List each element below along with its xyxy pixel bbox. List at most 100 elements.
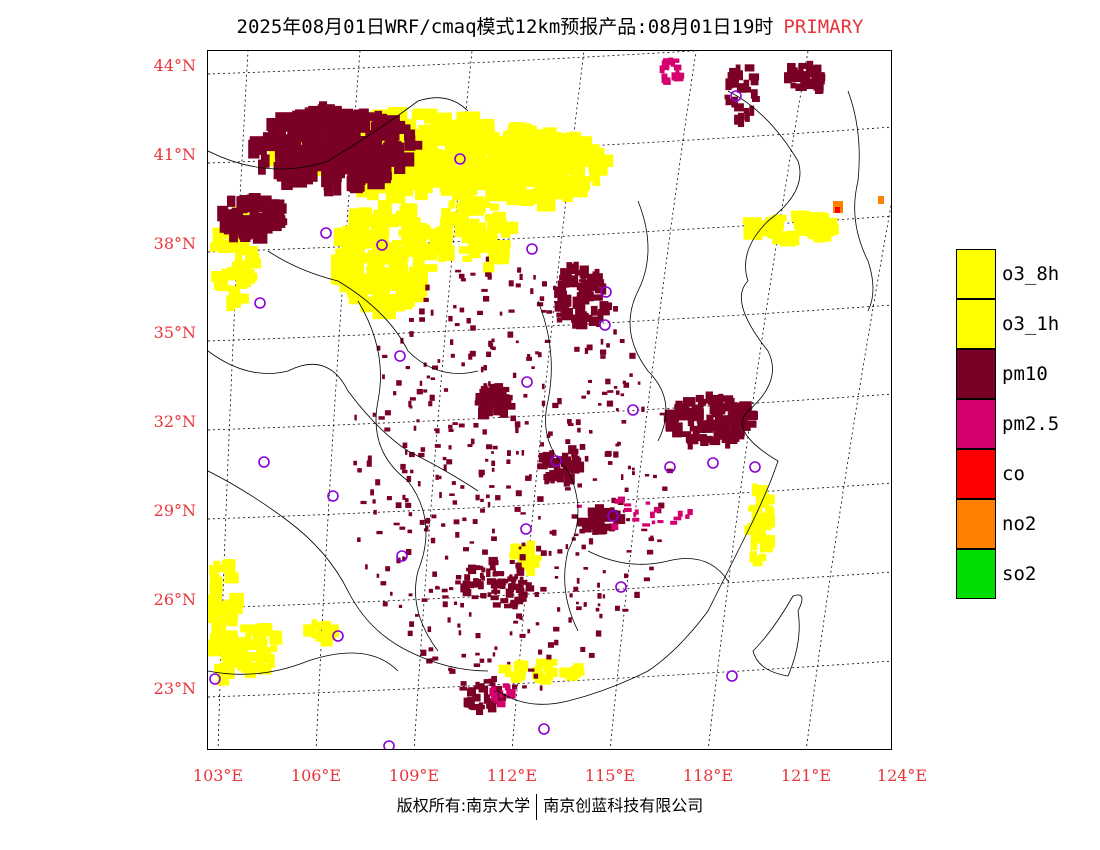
pm10-patch: [750, 75, 759, 86]
o3-patch: [510, 671, 522, 683]
o3-patch: [320, 635, 333, 647]
pm10-patch: [483, 383, 488, 390]
o3-patch: [348, 233, 362, 245]
pm10-patch: [579, 444, 586, 450]
pm10-patch: [595, 630, 602, 637]
o3-patch: [484, 131, 500, 146]
o3-patch: [360, 296, 370, 313]
pm10-patch: [477, 310, 483, 316]
pm10-patch: [691, 404, 703, 415]
pm10-patch: [659, 412, 666, 416]
pm10-patch: [560, 308, 564, 313]
pm10-patch: [475, 494, 480, 501]
pm10-patch: [487, 703, 497, 713]
o3-patch: [752, 555, 763, 567]
pm10-patch: [407, 529, 413, 534]
o3-patch: [329, 624, 339, 637]
pm10-patch: [686, 410, 693, 417]
pm10-patch: [278, 121, 295, 132]
pm10-patch: [390, 591, 393, 596]
pm10-patch: [351, 121, 362, 130]
pm10-patch: [689, 425, 698, 432]
pm10-patch: [641, 528, 648, 532]
pm10-patch: [675, 406, 684, 412]
legend-item-o3-8h: o3_8h: [956, 249, 1096, 299]
o3-patch: [318, 631, 331, 641]
latitude-line: [208, 215, 891, 253]
pm10-patch: [487, 273, 492, 280]
pm10-patch: [599, 301, 609, 312]
legend-label-o3-1h: o3_1h: [1002, 313, 1060, 335]
pm10-patch: [738, 112, 745, 121]
o3-patch: [311, 632, 321, 639]
o3-patch: [216, 635, 226, 649]
pm10-patch: [308, 105, 327, 117]
pm10-patch: [616, 390, 620, 395]
pm10-patch: [527, 354, 531, 358]
pm10-patch: [600, 338, 604, 345]
pm10-patch: [706, 414, 714, 423]
pm10-patch: [583, 602, 587, 607]
pm10-patch: [486, 351, 492, 357]
o3-patch: [479, 244, 488, 253]
pm10-patch: [687, 434, 699, 445]
station-marker: [599, 319, 611, 331]
pm10-patch: [518, 579, 528, 585]
pm10-patch: [579, 301, 586, 313]
pm10-patch: [458, 273, 465, 279]
pm10-patch: [563, 481, 570, 487]
pm10-patch: [295, 109, 308, 120]
pm10-patch: [582, 525, 592, 533]
o3-patch: [245, 253, 260, 263]
pm10-patch: [557, 549, 563, 554]
pm10-patch: [807, 60, 814, 69]
o3-patch: [825, 217, 838, 228]
pm25-patch: [634, 509, 639, 515]
pm10-patch: [500, 399, 510, 409]
pm10-patch: [548, 431, 553, 436]
o3-patch: [464, 121, 474, 139]
pm10-patch: [576, 577, 580, 584]
pm10-patch: [725, 432, 738, 444]
station-marker: [521, 376, 533, 388]
pm10-patch: [538, 649, 543, 655]
o3-patch: [454, 221, 464, 238]
o3-patch: [496, 136, 506, 146]
pm10-patch: [271, 122, 282, 140]
pm10-patch: [313, 118, 327, 136]
pm10-patch: [473, 423, 479, 428]
o3-patch: [487, 220, 496, 232]
o3-patch: [419, 264, 438, 272]
station-marker: [258, 456, 270, 468]
pm10-patch: [805, 67, 813, 77]
pm10-patch: [469, 541, 475, 544]
pm10-patch: [459, 307, 465, 313]
o3-patch: [418, 124, 436, 142]
pm10-patch: [432, 571, 437, 577]
o3-patch: [496, 171, 504, 182]
pm10-patch: [237, 199, 248, 214]
o3-patch: [569, 143, 586, 156]
pm10-patch: [700, 438, 709, 446]
pollutant-map: [208, 51, 891, 749]
pm10-patch: [496, 387, 502, 393]
pm10-patch: [644, 474, 650, 477]
pm10-patch: [522, 685, 527, 689]
o3-patch: [245, 652, 254, 660]
pm10-patch: [668, 409, 675, 420]
pm10-patch: [448, 445, 452, 450]
pm10-patch: [481, 567, 486, 573]
o3-patch: [565, 132, 582, 149]
o3-patch: [252, 637, 268, 647]
legend-item-co: co: [956, 449, 1096, 499]
o3-patch: [462, 255, 472, 262]
o3-patch: [763, 494, 775, 505]
map-panel[interactable]: [207, 50, 892, 750]
pm10-patch: [415, 614, 419, 617]
pm10-patch: [561, 461, 565, 468]
o3-patch: [219, 609, 231, 620]
pm25-patch: [617, 496, 625, 503]
pm10-patch: [466, 318, 471, 324]
pm10-patch: [562, 268, 572, 282]
pm10-patch: [552, 402, 559, 409]
